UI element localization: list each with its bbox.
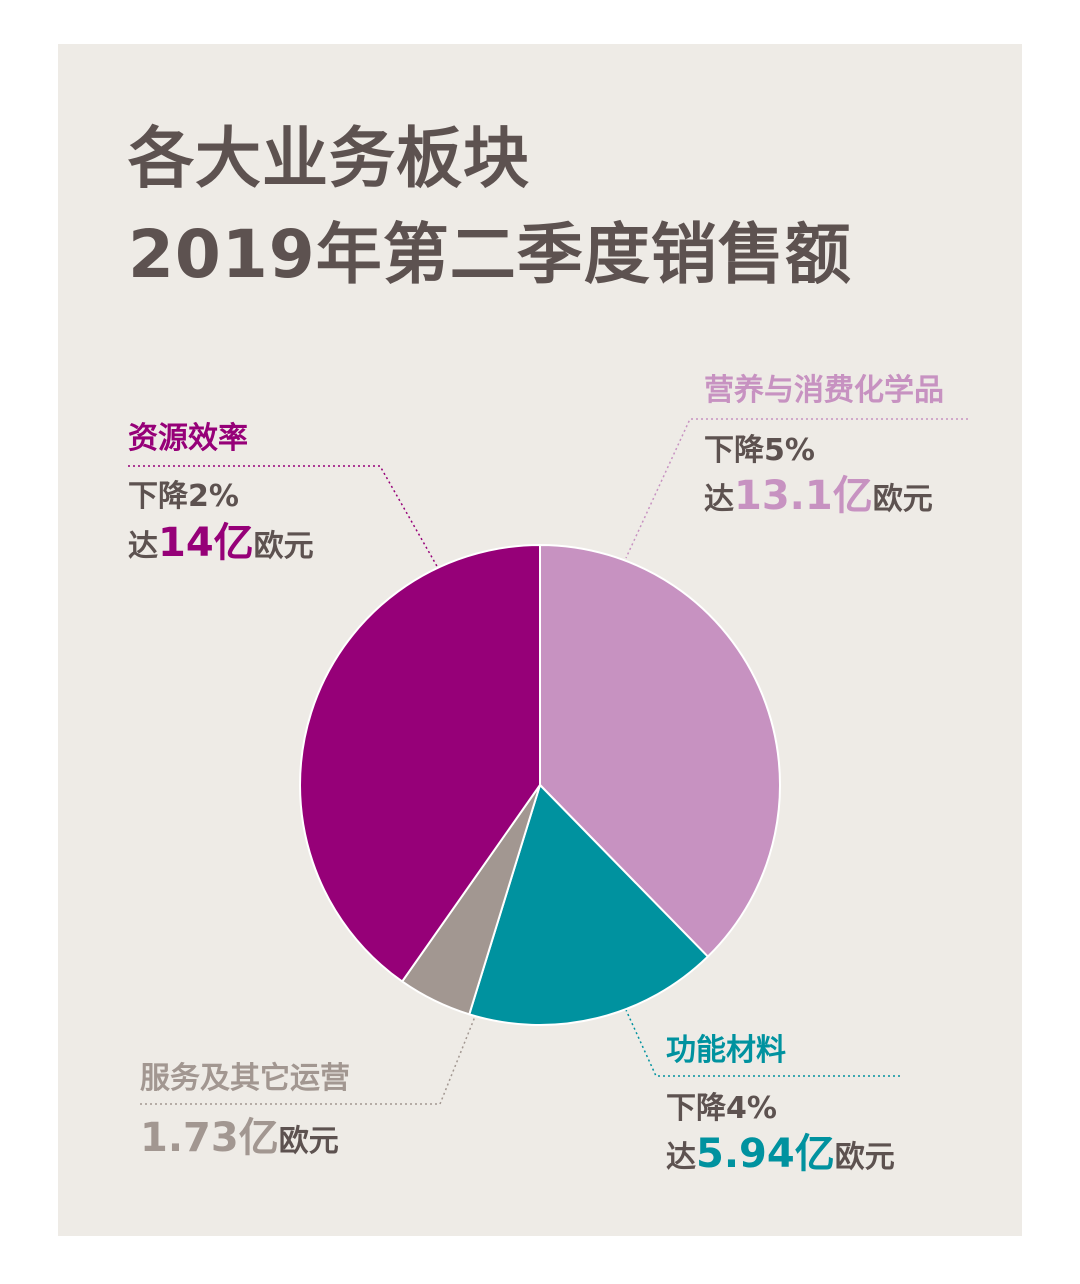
label-nutrition-value: 13.1亿	[734, 473, 873, 519]
label-functional-name: 功能材料	[666, 1033, 786, 1068]
label-nutrition-prefix: 达	[704, 482, 734, 517]
label-resource-name: 资源效率	[128, 421, 248, 456]
label-nutrition-amount: 达13.1亿欧元	[704, 476, 933, 516]
label-services-unit: 欧元	[278, 1124, 339, 1159]
leader-line-services	[140, 1013, 477, 1105]
chart-title-line1: 各大业务板块	[128, 120, 530, 197]
label-resource-amount: 达14亿欧元	[128, 523, 314, 563]
label-functional-change: 下降4%	[666, 1091, 777, 1126]
leader-line-resource	[128, 465, 439, 569]
pie-slice-3	[299, 543, 541, 983]
label-resource-unit: 欧元	[253, 529, 314, 564]
label-functional-unit: 欧元	[834, 1140, 895, 1175]
label-functional-prefix: 达	[666, 1140, 696, 1175]
leader-line-nutrition	[625, 418, 968, 559]
label-resource-prefix: 达	[128, 529, 158, 564]
label-resource-change: 下降2%	[128, 479, 239, 514]
label-nutrition-unit: 欧元	[872, 482, 933, 517]
label-services-name: 服务及其它运营	[140, 1061, 350, 1096]
leader-line-functional	[625, 1009, 900, 1077]
label-nutrition-name: 营养与消费化学品	[704, 373, 944, 408]
label-resource-value: 14亿	[158, 520, 254, 566]
label-services-amount: 1.73亿欧元	[140, 1118, 339, 1158]
pie-slice-0	[539, 543, 781, 958]
label-nutrition-change: 下降5%	[704, 433, 815, 468]
pie-slice-1	[468, 783, 710, 1026]
leader-lines	[128, 418, 968, 1105]
chart-title-line2: 2019年第二季度销售额	[128, 216, 852, 293]
label-functional-value: 5.94亿	[696, 1131, 835, 1177]
label-functional-amount: 达5.94亿欧元	[666, 1134, 895, 1174]
pie-slices	[299, 543, 781, 1026]
label-services-value: 1.73亿	[140, 1115, 279, 1161]
